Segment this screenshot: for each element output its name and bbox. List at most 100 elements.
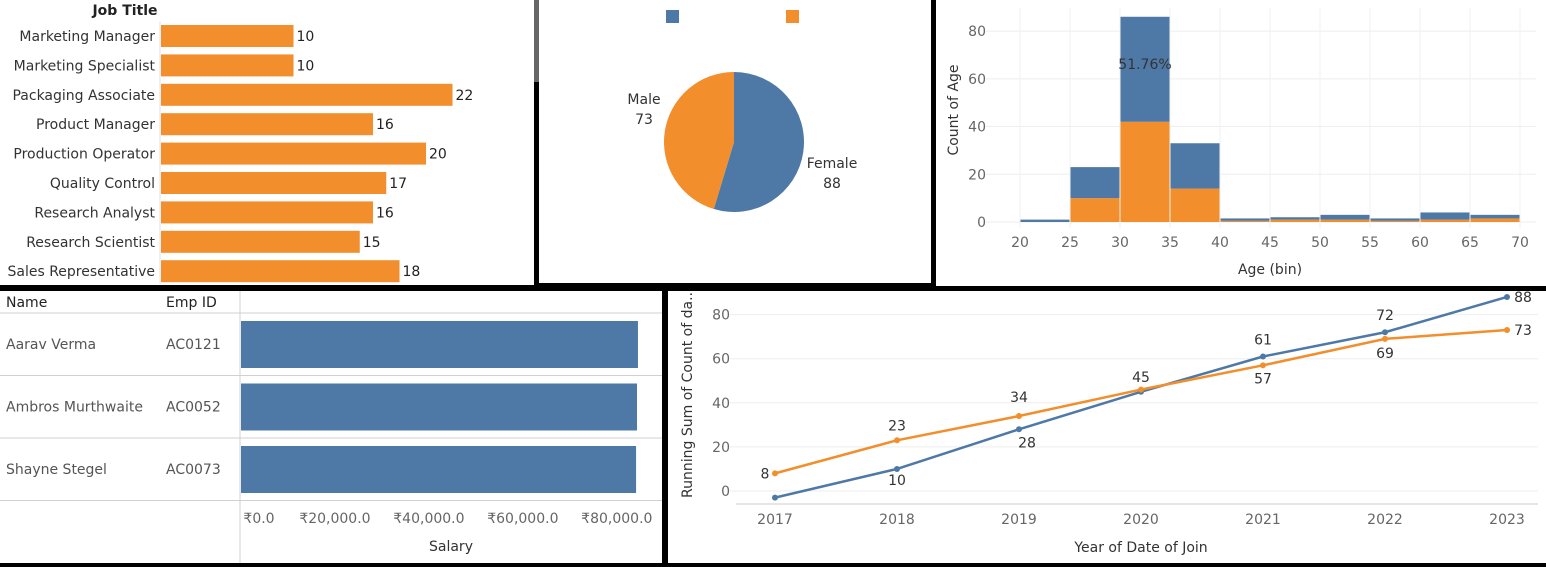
job-title-label: Research Analyst [34,205,155,221]
job-title-bar [161,201,373,224]
age-bar-blue [1170,143,1220,189]
line-series-0 [774,295,1508,499]
salary-x-tick: ₹20,000.0 [299,511,370,527]
age-bar-orange [1120,121,1170,222]
job-title-bar [161,172,387,194]
age-y-tick: 20 [968,167,986,183]
emp-id-column-header: Emp ID [166,295,217,311]
line-data-label: 8 [761,466,770,482]
job-title-value: 20 [429,147,447,163]
age-bar-orange [1270,219,1320,222]
job-title-header: Job Title [91,3,157,19]
age-bar-orange [1170,188,1220,222]
age-y-tick: 40 [968,120,986,136]
age-x-tick: 35 [1161,235,1179,251]
gender-pie-chart: Female 88 Male 73 [627,10,858,212]
line-point [772,470,778,477]
line-x-tick: 2021 [1245,512,1281,528]
age-bar-blue [1070,167,1120,199]
employee-name: Aarav Verma [6,337,96,353]
line-x-axis-label: Year of Date of Join [1073,540,1207,556]
age-x-tick: 60 [1411,235,1429,251]
pie-label-name: Female [807,156,858,172]
age-bar-blue [1020,219,1070,222]
line-data-label: 72 [1376,308,1394,324]
join-trend-line-chart: 0 20 40 60 80 2017 2018 2019 2020 2021 2022 2023 10 2… [680,291,1538,556]
age-bar-orange [1220,220,1270,222]
age-x-tick: 25 [1061,235,1079,251]
job-title-value: 22 [456,88,474,104]
line-x-tick: 2020 [1123,512,1159,528]
age-annotation: 51.76% [1118,57,1171,73]
age-x-tick: 30 [1111,235,1129,251]
line-data-label: 10 [888,473,906,489]
line-y-tick: 0 [721,484,730,500]
age-x-tick: 50 [1311,235,1329,251]
job-title-label: Production Operator [13,147,155,163]
line-point [894,437,900,444]
line-y-tick: 80 [712,308,730,324]
job-title-value: 17 [389,176,407,192]
line-y-tick: 20 [712,440,730,456]
line-x-tick: 2018 [879,512,915,528]
job-title-bar [161,54,294,77]
line-y-tick: 60 [712,352,730,368]
pie-label-value: 88 [823,176,841,192]
line-data-label: 28 [1018,435,1036,451]
line-y-axis-label: Running Sum of Count of da.. [680,292,696,498]
line-x-tick: 2019 [1001,512,1037,528]
line-data-label: 23 [888,418,906,434]
salary-x-tick: ₹60,000.0 [487,511,558,527]
age-x-tick: 45 [1261,235,1279,251]
join-trend-panel: 0 20 40 60 80 2017 2018 2019 2020 2021 2022 2023 10 2… [668,291,1546,563]
pie-slice-male [664,72,734,210]
job-title-label: Research Scientist [26,235,155,251]
line-data-label: 34 [1010,390,1028,406]
age-x-tick: 55 [1361,235,1379,251]
age-panel: 0 20 40 60 80 20 25 30 35 40 45 50 55 60 65 70 51.76% Age… [936,0,1546,286]
job-title-bar [161,142,426,165]
age-histogram: 0 20 40 60 80 20 25 30 35 40 45 50 55 60 65 70 51.76% Age… [946,8,1536,278]
line-data-label: 57 [1254,371,1272,387]
salary-bar [241,383,638,431]
line-point [772,494,778,501]
line-data-label: 69 [1376,346,1394,362]
salary-x-axis-label: Salary [429,539,473,555]
age-y-tick: 80 [968,24,986,40]
employee-name: Shayne Stegel [6,462,107,478]
salary-bar-table: Name Emp ID Aarav Verma AC0121 Ambros Murt… [0,291,662,563]
line-data-label: 88 [1514,291,1532,306]
job-title-value: 15 [363,235,381,251]
salary-x-tick: ₹80,000.0 [581,511,652,527]
job-title-bar [161,83,453,106]
gender-panel: Female 88 Male 73 [539,0,931,283]
job-title-bar [161,113,373,136]
line-point [1382,335,1388,342]
job-title-label: Marketing Manager [19,29,155,45]
age-bar-blue [1470,214,1520,219]
age-bar-orange [1370,220,1420,222]
age-y-axis-label: Count of Age [946,64,962,155]
job-title-label: Sales Representative [8,264,156,280]
legend-swatch-female [666,10,679,23]
age-x-tick: 20 [1011,235,1029,251]
name-column-header: Name [6,295,47,311]
line-y-tick: 40 [712,396,730,412]
job-title-label: Product Manager [36,117,155,133]
job-title-label: Packaging Associate [12,88,155,104]
line-point [1260,362,1266,369]
line-point [1382,329,1388,336]
employee-id: AC0121 [166,337,221,353]
employee-name: Ambros Murthwaite [6,400,143,416]
job-title-value: 16 [376,117,394,133]
line-point [1016,426,1022,433]
line-series-1 [774,328,1508,475]
line-point [1504,327,1510,334]
legend-swatch-male [786,10,799,23]
salary-bar [241,321,638,368]
age-x-tick: 70 [1511,235,1529,251]
line-x-tick: 2022 [1367,512,1403,528]
employee-id: AC0052 [166,400,221,416]
salary-x-tick: ₹0.0 [243,511,274,527]
age-bar-orange [1420,219,1470,222]
